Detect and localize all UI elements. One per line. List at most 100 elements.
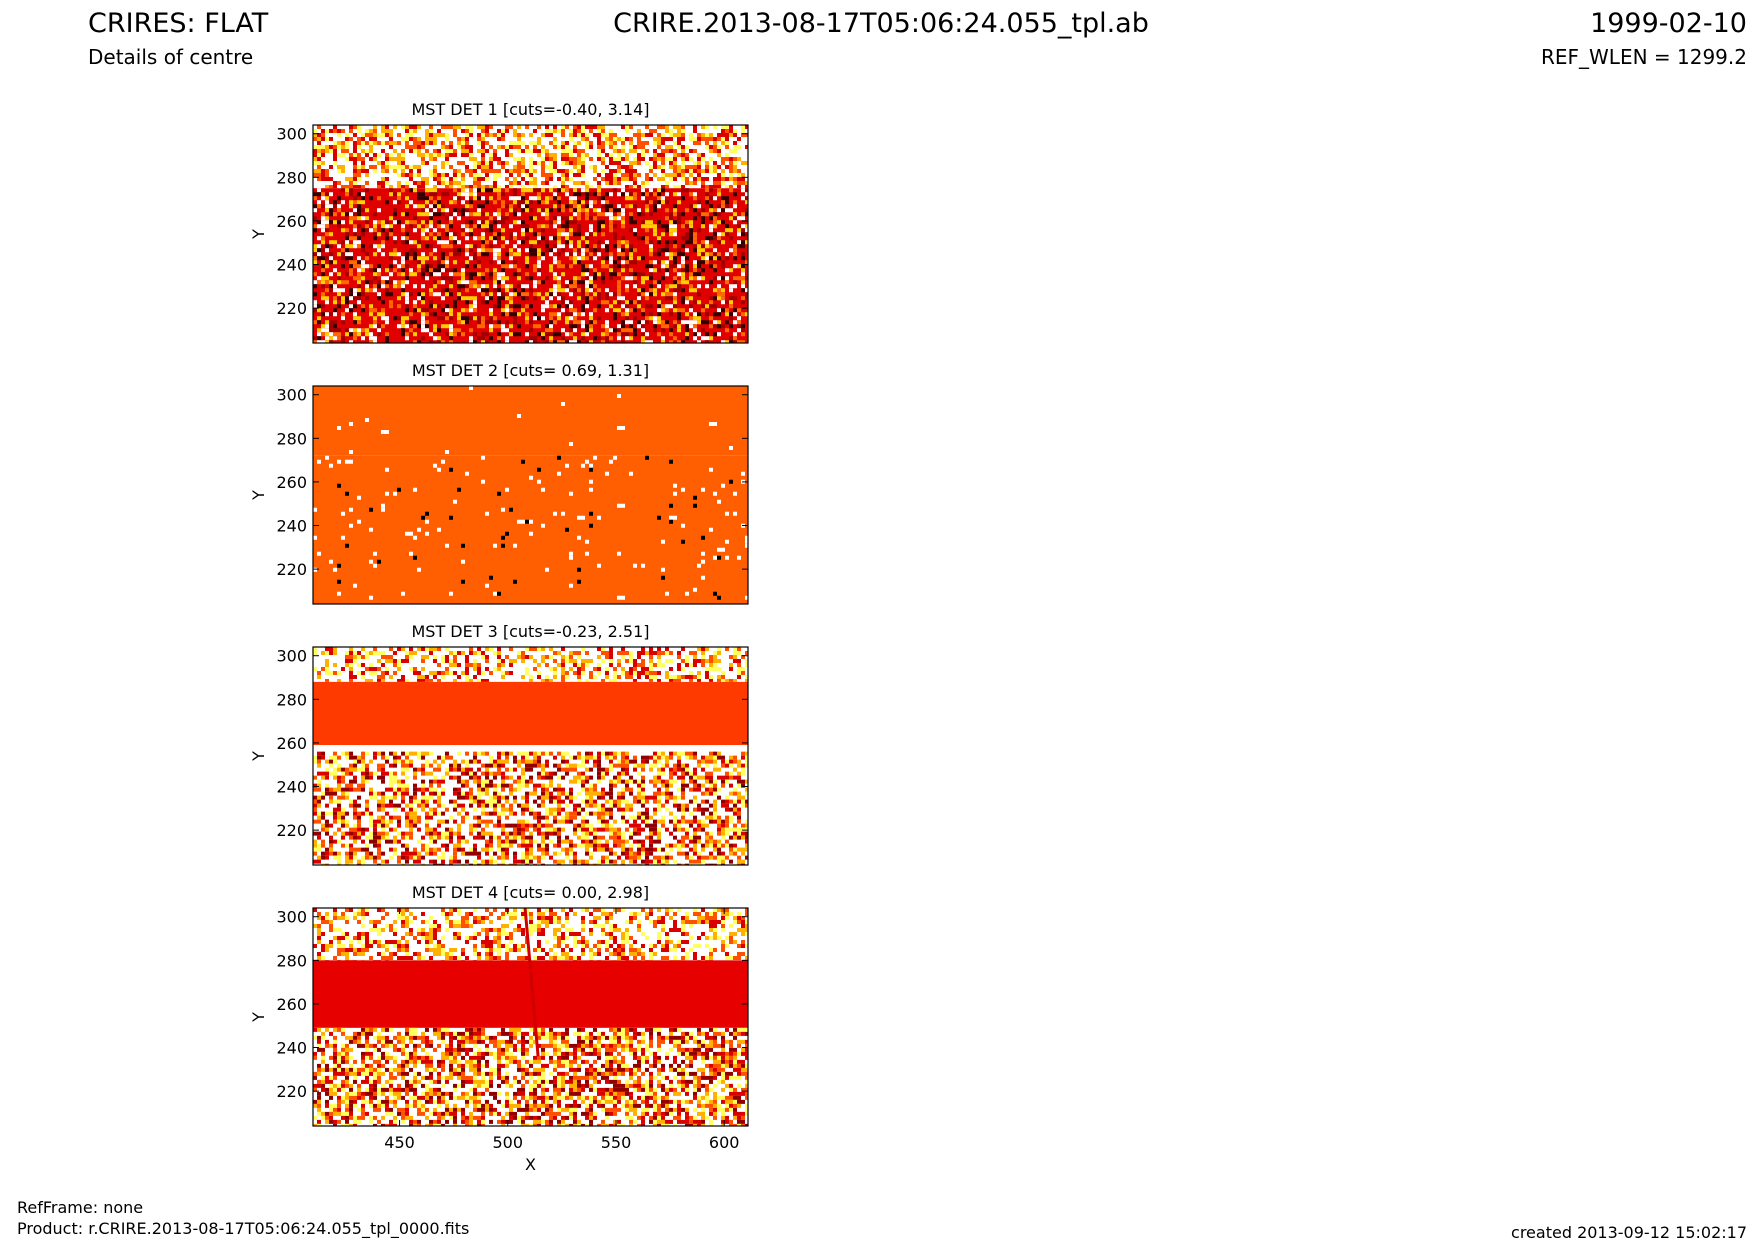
y-tick-label: 260 bbox=[276, 212, 307, 231]
noise-pixel bbox=[425, 129, 429, 133]
noise-pixel bbox=[381, 185, 385, 189]
noise-pixel bbox=[713, 763, 717, 768]
noise-pixel bbox=[585, 216, 589, 221]
noise-pixel bbox=[729, 340, 733, 343]
noise-pixel bbox=[369, 308, 373, 313]
noise-pixel bbox=[569, 284, 573, 289]
noise-pixel bbox=[457, 208, 461, 213]
noise-pixel bbox=[653, 204, 657, 209]
noise-pixel bbox=[329, 220, 333, 225]
noise-pixel bbox=[649, 340, 653, 343]
noise-pixel bbox=[581, 324, 585, 329]
noise-pixel bbox=[509, 787, 513, 792]
noise-pixel bbox=[337, 755, 341, 760]
noise-pixel bbox=[649, 312, 653, 317]
noise-pixel bbox=[441, 264, 445, 269]
noise-pixel bbox=[317, 192, 321, 197]
noise-pixel bbox=[385, 133, 389, 137]
noise-pixel bbox=[705, 759, 709, 764]
noise-pixel bbox=[561, 157, 565, 161]
noise-pixel bbox=[713, 288, 717, 293]
noise-pixel bbox=[629, 141, 633, 145]
noise-pixel bbox=[469, 228, 473, 233]
noise-pixel bbox=[349, 507, 353, 512]
noise-pixel bbox=[673, 204, 677, 209]
noise-pixel bbox=[629, 320, 633, 325]
noise-pixel bbox=[641, 759, 645, 764]
noise-pixel bbox=[417, 181, 421, 185]
noise-pixel bbox=[641, 292, 645, 297]
noise-pixel bbox=[741, 763, 745, 768]
noise-pixel bbox=[633, 161, 637, 165]
noise-pixel bbox=[657, 188, 661, 193]
noise-pixel bbox=[353, 216, 357, 221]
noise-pixel bbox=[525, 519, 529, 524]
noise-pixel bbox=[585, 759, 589, 764]
noise-pixel bbox=[365, 807, 369, 812]
noise-pixel bbox=[561, 208, 565, 213]
noise-pixel bbox=[697, 153, 701, 157]
noise-pixel bbox=[733, 181, 737, 185]
noise-pixel bbox=[533, 169, 537, 173]
noise-pixel bbox=[373, 133, 377, 137]
noise-pixel bbox=[405, 651, 409, 655]
noise-pixel bbox=[645, 671, 649, 675]
noise-pixel bbox=[501, 280, 505, 285]
noise-pixel bbox=[517, 803, 521, 808]
noise-pixel bbox=[677, 212, 681, 217]
noise-pixel bbox=[357, 316, 361, 321]
noise-pixel bbox=[481, 807, 485, 812]
noise-pixel bbox=[597, 192, 601, 197]
noise-pixel bbox=[665, 320, 669, 325]
noise-pixel bbox=[317, 799, 321, 804]
noise-pixel bbox=[681, 165, 685, 169]
noise-pixel bbox=[365, 280, 369, 285]
noise-pixel bbox=[541, 236, 545, 241]
noise-pixel bbox=[709, 145, 713, 149]
noise-pixel bbox=[541, 173, 545, 177]
noise-pixel bbox=[653, 153, 657, 157]
noise-pixel bbox=[509, 141, 513, 145]
noise-pixel bbox=[349, 272, 353, 277]
noise-pixel bbox=[389, 252, 393, 257]
noise-pixel bbox=[685, 751, 689, 756]
noise-pixel bbox=[633, 284, 637, 289]
noise-pixel bbox=[729, 284, 733, 289]
noise-pixel bbox=[385, 161, 389, 165]
noise-pixel bbox=[689, 304, 693, 309]
noise-pixel bbox=[493, 791, 497, 796]
noise-pixel bbox=[745, 208, 748, 213]
noise-pixel bbox=[741, 751, 745, 756]
noise-pixel bbox=[497, 276, 501, 281]
noise-pixel bbox=[509, 775, 513, 780]
noise-pixel bbox=[677, 165, 681, 169]
noise-pixel bbox=[561, 402, 565, 406]
noise-pixel bbox=[337, 153, 341, 157]
noise-pixel bbox=[649, 679, 653, 682]
noise-pixel bbox=[489, 244, 493, 249]
noise-pixel bbox=[349, 763, 353, 768]
noise-pixel bbox=[357, 755, 361, 760]
noise-pixel bbox=[345, 300, 349, 305]
noise-pixel bbox=[461, 268, 465, 273]
noise-pixel bbox=[505, 755, 509, 760]
noise-pixel bbox=[405, 336, 409, 341]
noise-pixel bbox=[593, 791, 597, 796]
noise-pixel bbox=[701, 575, 705, 580]
noise-pixel bbox=[633, 149, 637, 153]
noise-pixel bbox=[737, 216, 741, 221]
noise-pixel bbox=[333, 671, 337, 675]
noise-pixel bbox=[633, 328, 637, 333]
noise-pixel bbox=[637, 663, 641, 667]
noise-pixel bbox=[657, 141, 661, 145]
noise-pixel bbox=[457, 332, 461, 337]
noise-pixel bbox=[457, 272, 461, 277]
noise-pixel bbox=[685, 268, 689, 273]
noise-pixel bbox=[353, 763, 357, 768]
noise-pixel bbox=[445, 228, 449, 233]
noise-pixel bbox=[557, 276, 561, 281]
noise-pixel bbox=[501, 675, 505, 679]
noise-pixel bbox=[597, 563, 601, 568]
noise-pixel bbox=[621, 340, 625, 343]
noise-pixel bbox=[381, 807, 385, 812]
